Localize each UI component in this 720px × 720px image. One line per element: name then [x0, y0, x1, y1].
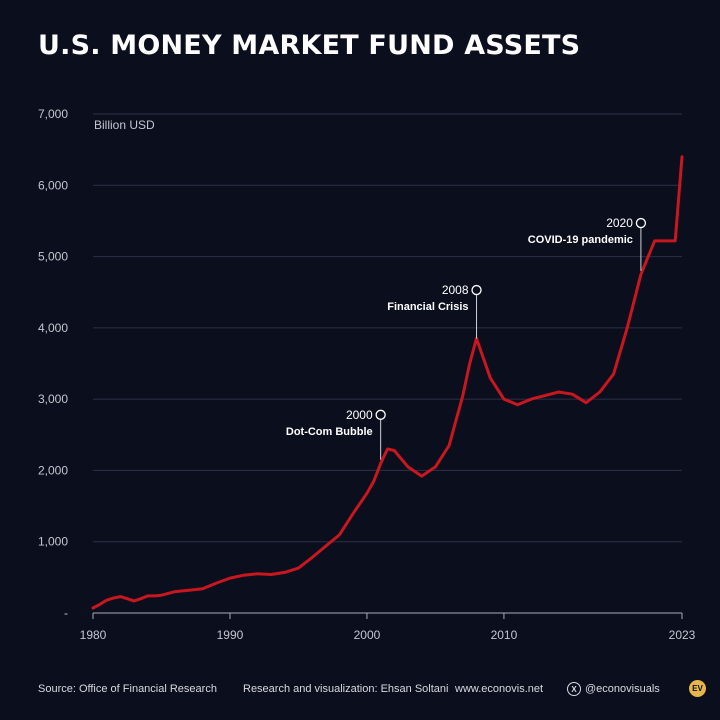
y-tick-label: 3,000 [38, 392, 68, 406]
y-axis-label: Billion USD [94, 118, 155, 132]
x-tick-label: 1990 [217, 628, 244, 642]
annotation-year: 2020 [606, 216, 633, 230]
annotation-2020: 2020 COVID-19 pandemic [528, 216, 647, 271]
annotation-year: 2000 [346, 408, 373, 422]
y-tick-label: 2,000 [38, 463, 68, 477]
annotation-marker [635, 217, 647, 229]
brand-logo-icon: EV [689, 680, 706, 697]
annotation-2008: 2008 Financial Crisis [387, 283, 482, 339]
author-credit: Research and visualization: Ehsan Soltan… [243, 683, 449, 695]
annotation-label: Financial Crisis [387, 301, 468, 313]
x-logo-icon: X [567, 682, 581, 696]
website-link[interactable]: www.econovis.net [455, 683, 544, 695]
y-tick-label: 1,000 [38, 535, 68, 549]
grid-lines [93, 113, 682, 543]
footer: Source: Office of Financial Research Res… [38, 682, 708, 696]
annotation-label: Dot-Com Bubble [286, 426, 373, 438]
x-axis-tick-labels: 1980 1990 2000 2010 2023 [80, 613, 696, 642]
annotation-2000: 2000 Dot-Com Bubble [286, 408, 386, 460]
x-tick-label: 2010 [491, 628, 518, 642]
annotation-marker [471, 284, 482, 296]
y-axis-tick-labels: 7,000 6,000 5,000 4,000 3,000 2,000 1,000 - [38, 107, 68, 620]
y-tick-label: 4,000 [38, 321, 68, 335]
y-tick-label: 5,000 [38, 250, 68, 264]
line-chart: 7,000 6,000 5,000 4,000 3,000 2,000 1,000 - 198… [38, 107, 696, 642]
annotation-year: 2008 [442, 283, 469, 297]
x-tick-label: 2000 [354, 628, 381, 642]
source-credit: Source: Office of Financial Research [38, 683, 217, 695]
social-handle[interactable]: X @econovisuals [567, 682, 660, 696]
page-title: U.S. MONEY MARKET FUND ASSETS [38, 30, 581, 61]
y-tick-label: 6,000 [38, 178, 68, 192]
series-line-money-market-assets [91, 155, 684, 610]
x-tick-label: 2023 [669, 628, 696, 642]
x-tick-label: 1980 [80, 628, 107, 642]
social-handle-text: @econovisuals [585, 683, 660, 695]
annotation-marker [375, 409, 386, 420]
annotation-label: COVID-19 pandemic [528, 234, 633, 246]
y-tick-label: - [64, 606, 68, 620]
y-tick-label: 7,000 [38, 107, 68, 121]
